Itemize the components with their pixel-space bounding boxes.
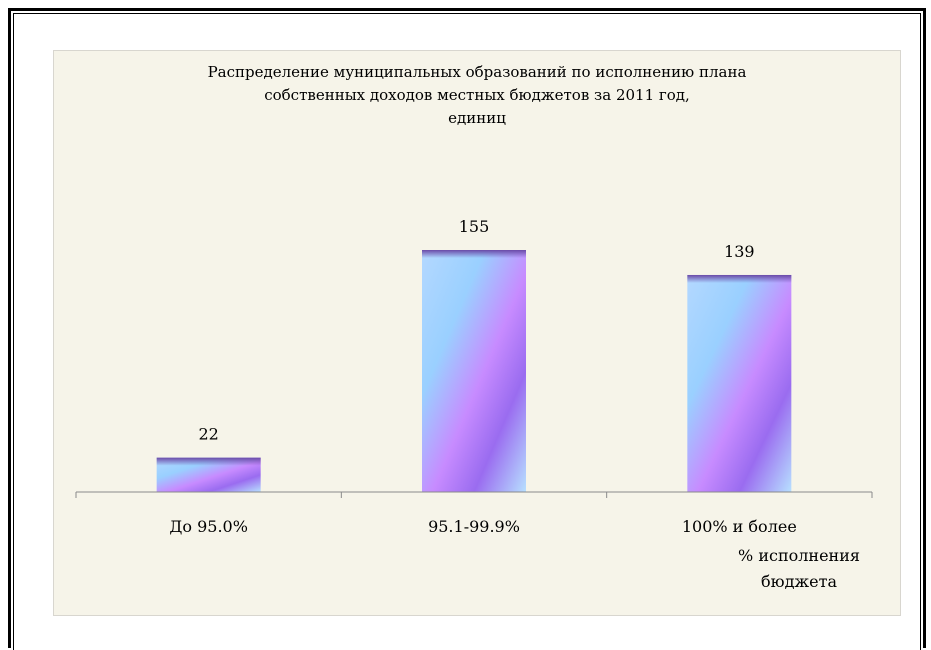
data-label-0: 22 [198,425,218,444]
category-label-2: 100% и более [682,517,797,536]
bar-1 [422,250,526,492]
x-axis-title-line-2: бюджета [704,569,894,595]
bar-top-shade-2 [687,275,791,283]
chart-area: Распределение муниципальных образований … [53,50,901,616]
x-axis-group: До 95.0% 95.1-99.9% 100% и более [76,492,872,536]
category-label-0: До 95.0% [169,517,248,536]
category-label-1: 95.1-99.9% [428,517,520,536]
bars-group [157,250,792,492]
data-label-1: 155 [459,217,490,236]
x-axis-title: % исполнения бюджета [704,543,894,595]
bar-2 [687,275,791,492]
data-label-2: 139 [724,242,755,261]
x-axis-title-line-1: % исполнения [704,543,894,569]
bar-chart: 22 155 139 До 95.0% 95.1-99.9% 100% и более [54,51,902,617]
bar-top-shade-0 [157,458,261,466]
bar-top-shade-1 [422,250,526,258]
